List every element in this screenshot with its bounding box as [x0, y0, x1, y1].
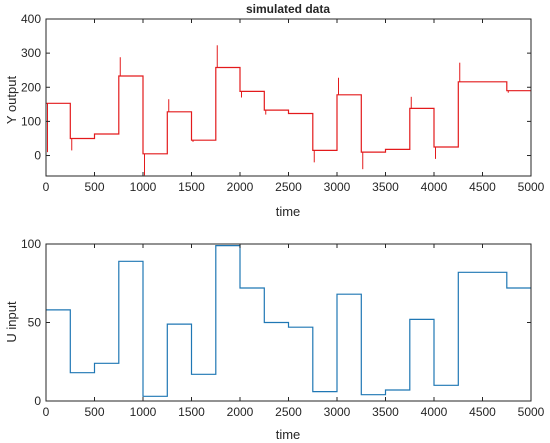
- bottom-x-axis-label: time: [276, 427, 301, 442]
- top-series-line-0: [46, 66, 531, 155]
- bottom-series-line-0: [46, 245, 531, 397]
- bottom-x-tick-label: 0: [43, 405, 50, 419]
- top-y-tick-label: 0: [34, 149, 41, 163]
- top-x-tick-label: 500: [84, 180, 104, 194]
- top-x-tick-label: 0: [43, 180, 50, 194]
- top-x-tick-label: 3000: [324, 180, 351, 194]
- top-x-axis-label: time: [276, 204, 301, 219]
- bottom-y-tick-label: 50: [28, 316, 42, 330]
- bottom-x-tick-label: 4000: [421, 405, 448, 419]
- bottom-x-tick-label: 3000: [324, 405, 351, 419]
- bottom-y-axis-label: U input: [4, 301, 19, 343]
- bottom-x-tick-label: 3500: [372, 405, 399, 419]
- bottom-y-tick-label: 0: [34, 394, 41, 408]
- top-y-tick-label: 100: [21, 114, 41, 128]
- bottom-subplot: time U input 0 500 1000 1500 2000 2500 3000 350…: [4, 237, 545, 442]
- bottom-x-tick-label: 5000: [518, 405, 545, 419]
- top-x-tick-label: 3500: [372, 180, 399, 194]
- bottom-x-tick-label: 4500: [469, 405, 496, 419]
- bottom-x-tick-label: 500: [84, 405, 104, 419]
- top-x-tick-label: 5000: [518, 180, 545, 194]
- top-subplot: simulated data time Y output 0 500 1000 150…: [4, 2, 545, 219]
- top-x-tick-label: 4500: [469, 180, 496, 194]
- top-x-tick-label: 4000: [421, 180, 448, 194]
- bottom-x-tick-label: 2000: [227, 405, 254, 419]
- top-y-tick-label: 300: [21, 46, 41, 60]
- top-chart-title: simulated data: [246, 2, 330, 16]
- bottom-y-tick-label: 100: [21, 237, 41, 251]
- bottom-x-tick-label: 2500: [275, 405, 302, 419]
- top-y-tick-label: 400: [21, 12, 41, 26]
- top-x-tick-label: 2500: [275, 180, 302, 194]
- bottom-x-tick-label: 1500: [178, 405, 205, 419]
- top-x-tick-label: 1000: [130, 180, 157, 194]
- top-y-tick-label: 200: [21, 80, 41, 94]
- top-y-axis-label: Y output: [4, 76, 19, 125]
- bottom-x-tick-label: 1000: [130, 405, 157, 419]
- top-x-tick-label: 2000: [227, 180, 254, 194]
- top-x-tick-label: 1500: [178, 180, 205, 194]
